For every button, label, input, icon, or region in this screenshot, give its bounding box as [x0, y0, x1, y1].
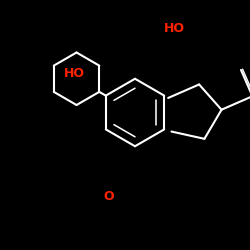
Text: O: O — [104, 190, 114, 203]
Text: HO: HO — [64, 67, 85, 80]
Text: HO: HO — [164, 22, 185, 35]
